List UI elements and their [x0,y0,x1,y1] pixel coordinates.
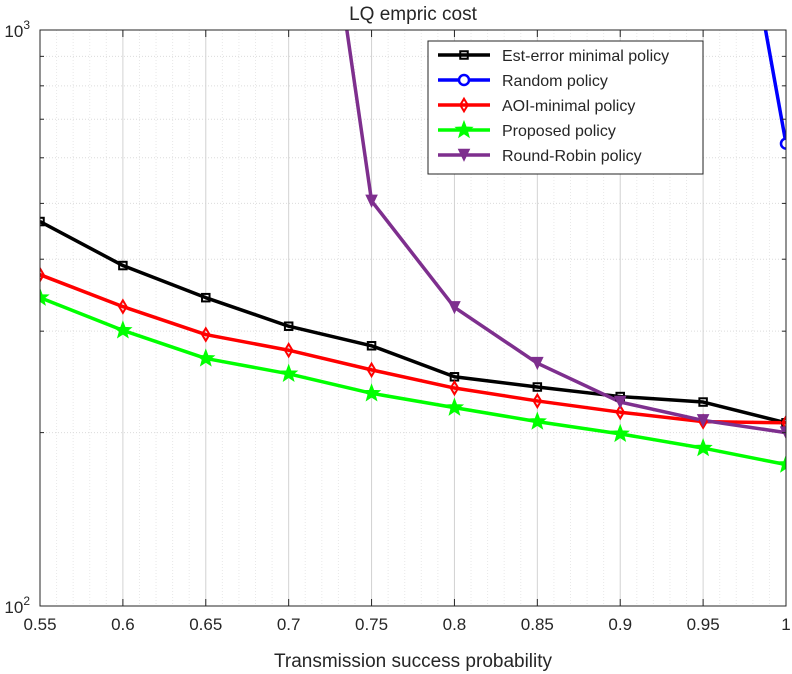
data-point-2-4 [366,361,377,379]
x-tick-label: 0.65 [189,615,222,634]
x-axis-label: Transmission success probability [274,651,553,672]
legend-marker-0 [459,50,469,60]
data-point-3-4 [361,383,382,402]
x-tick-label: 0.95 [687,615,720,634]
legend-marker-3 [454,119,474,139]
data-point-3-5 [444,397,465,416]
data-point-4-5 [448,301,461,315]
x-tick-label: 0.9 [608,615,632,634]
data-point-2-6 [532,392,543,410]
legend-marker-4 [457,148,471,162]
x-tick-label: 0.7 [277,615,301,634]
data-point-0-3 [283,321,294,331]
legend-label-4: Round-Robin policy [502,148,642,165]
data-point-3-6 [527,411,547,430]
data-point-4-4 [365,194,378,208]
data-point-0-0 [40,216,45,227]
legend-label-2: AOI-minimal policy [502,98,635,115]
data-point-2-7 [615,404,626,421]
x-tick-label: 0.55 [23,615,56,634]
plot-frame [39,29,787,607]
legend: Est-error minimal policy Random policy AOI… [427,40,704,175]
legend-marker-2 [459,96,469,114]
x-tick-label: 1 [781,615,790,634]
data-point-0-4 [366,341,377,351]
y-tick-label: 102 [4,594,30,617]
x-tick-label: 0.75 [355,615,388,634]
legend-marker-1 [457,73,471,87]
legend-label-0: Est-error minimal policy [502,48,669,65]
data-point-0-1 [118,260,128,271]
ticks [39,29,787,607]
series-line-1 [763,30,786,144]
data-point-2-1 [117,298,128,315]
legend-label-1: Random policy [502,73,608,90]
data-point-4-7 [613,395,627,409]
data-point-3-8 [693,437,713,457]
data-point-1-9 [779,137,786,150]
y-tick-label: 103 [4,18,30,41]
x-tick-label: 0.8 [443,615,467,634]
data-point-2-2 [200,326,211,343]
data-point-3-7 [610,423,630,443]
legend-box [427,40,704,175]
data-point-0-2 [201,292,211,303]
data-point-0-6 [532,382,543,392]
x-tick-label: 0.6 [111,615,135,634]
series-line-0 [40,220,786,425]
data-point-0-8 [698,397,708,407]
data-point-3-2 [196,348,216,367]
data-point-3-0 [40,287,50,306]
data-point-4-8 [696,414,710,428]
data-point-2-0 [40,266,45,283]
chart-title: LQ empric cost [349,4,477,25]
series-line-3 [40,296,786,467]
data-point-3-9 [776,454,786,473]
data-point-3-3 [279,363,299,383]
data-point-4-6 [531,356,544,371]
x-tick-label: 0.85 [521,615,554,634]
data-point-2-3 [283,342,294,359]
grid [39,30,787,606]
tick-labels: 0.55 0.6 0.65 0.7 0.75 0.8 0.85 0.9 0.95 1 102 103 [4,18,790,634]
data-point-3-1 [113,320,133,339]
series-line-2 [40,273,786,425]
series-markers [40,137,786,473]
data-point-2-9 [781,414,786,431]
data-point-2-5 [449,379,460,397]
legend-label-3: Proposed policy [502,123,616,140]
